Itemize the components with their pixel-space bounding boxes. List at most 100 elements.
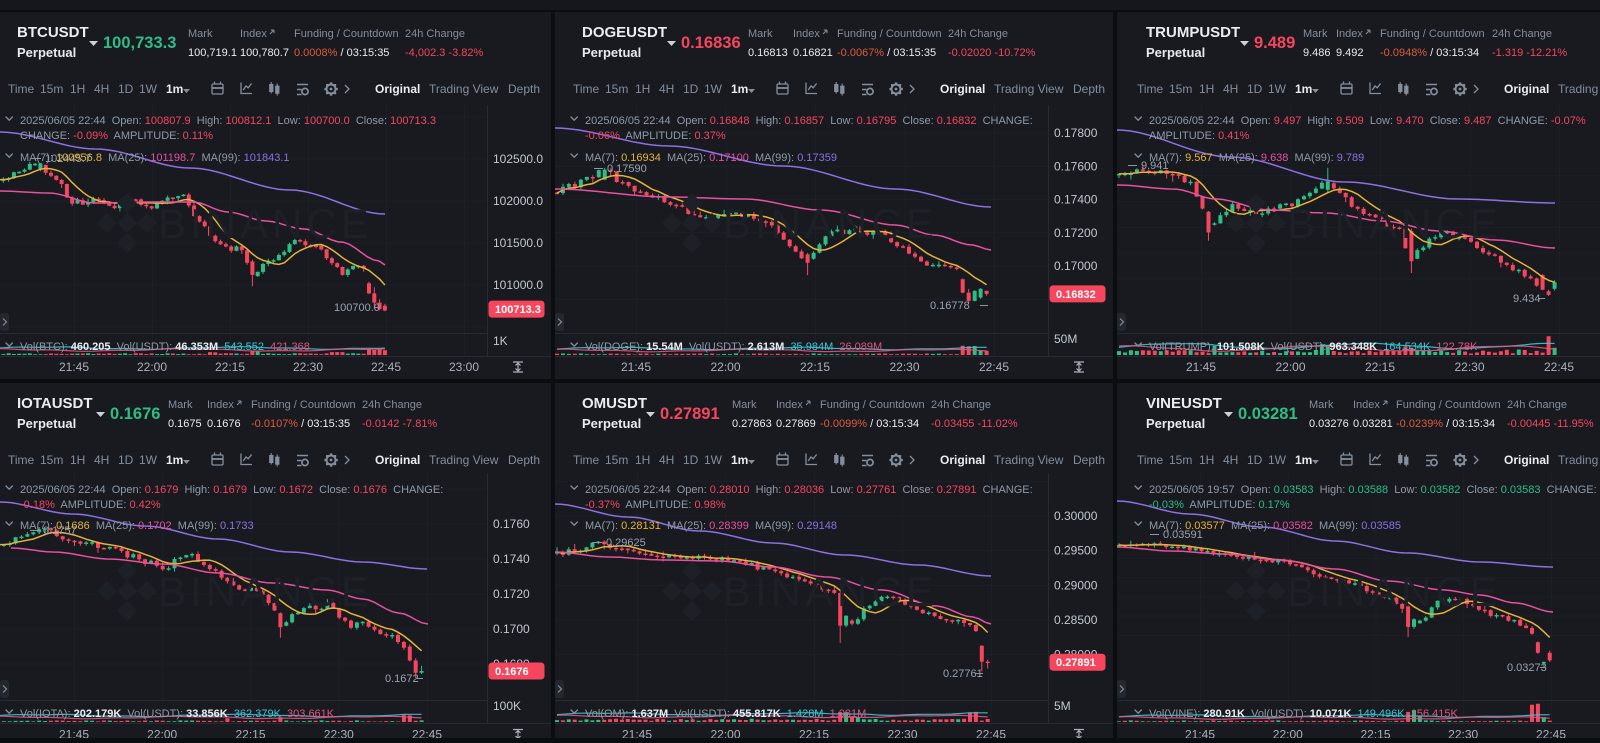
svg-text:Trading View: Trading View [429, 453, 499, 467]
svg-text:0.1675: 0.1675 [168, 418, 202, 430]
svg-text:22:30: 22:30 [293, 360, 323, 374]
svg-text:MA(7): 100956.8 MA(25): 10119: MA(7): 100956.8 MA(25): 101198.7 MA(99):… [20, 152, 290, 164]
svg-text:0.29625: 0.29625 [606, 537, 646, 549]
svg-text:0.29500: 0.29500 [1054, 544, 1098, 558]
svg-text:Time: Time [573, 82, 600, 96]
svg-text:-0.06% AMPLITUDE: 0.37%: -0.06% AMPLITUDE: 0.37% [585, 130, 726, 142]
svg-text:VINEUSDT: VINEUSDT [1146, 395, 1222, 412]
svg-text:22:00: 22:00 [710, 360, 740, 374]
svg-text:Index: Index [240, 28, 267, 40]
svg-text:-0.0239% / 03:15:34: -0.0239% / 03:15:34 [1396, 418, 1495, 430]
svg-text:-0.37% AMPLITUDE: 0.98%: -0.37% AMPLITUDE: 0.98% [585, 499, 726, 511]
svg-text:102445.7: 102445.7 [45, 153, 91, 165]
svg-text:1H: 1H [70, 453, 85, 467]
svg-text:22:15: 22:15 [215, 360, 245, 374]
svg-text:15m: 15m [605, 82, 628, 96]
svg-text:0.17590: 0.17590 [607, 163, 647, 175]
svg-text:1D: 1D [118, 82, 134, 96]
svg-text:Depth: Depth [1073, 82, 1105, 96]
svg-text:0.1700: 0.1700 [493, 622, 530, 636]
svg-text:22:30: 22:30 [1454, 360, 1484, 374]
svg-text:Original: Original [940, 82, 985, 96]
svg-text:0.17000: 0.17000 [1054, 259, 1098, 273]
svg-text:100713.3: 100713.3 [495, 304, 541, 316]
svg-text:22:30: 22:30 [324, 728, 354, 739]
svg-text:1m: 1m [731, 453, 748, 467]
svg-text:MA(7): 0.1686 MA(25): 0.1702: MA(7): 0.1686 MA(25): 0.1702 MA(99): 0.1… [20, 520, 254, 532]
svg-text:DOGEUSDT: DOGEUSDT [582, 24, 667, 41]
svg-text:1W: 1W [704, 453, 723, 467]
svg-text:0.1676: 0.1676 [207, 418, 241, 430]
svg-text:-0.0099% / 03:15:34: -0.0099% / 03:15:34 [820, 418, 919, 430]
svg-text:Index: Index [1353, 399, 1380, 411]
svg-text:0.30000: 0.30000 [1054, 509, 1098, 523]
svg-text:1D: 1D [118, 453, 134, 467]
svg-text:21:45: 21:45 [1186, 360, 1216, 374]
svg-text:-0.0142 -7.81%: -0.0142 -7.81% [362, 418, 437, 430]
svg-text:BINANCE: BINANCE [158, 200, 373, 247]
svg-text:MA(7): 0.28131 MA(25): 0.2839: MA(7): 0.28131 MA(25): 0.28399 MA(99): 0… [585, 520, 837, 532]
svg-text:0.27761: 0.27761 [943, 668, 983, 680]
svg-text:1D: 1D [1247, 82, 1263, 96]
svg-text:Mark: Mark [748, 28, 773, 40]
svg-text:Funding / Countdown: Funding / Countdown [251, 399, 356, 411]
svg-text:1H: 1H [1199, 82, 1214, 96]
svg-text:CHANGE: -0.09% AMPLITUDE: 0.1: CHANGE: -0.09% AMPLITUDE: 0.11% [20, 130, 213, 142]
svg-text:9.434: 9.434 [1513, 293, 1541, 305]
svg-text:4H: 4H [94, 82, 109, 96]
svg-text:1m: 1m [731, 82, 748, 96]
svg-text:0.29000: 0.29000 [1054, 578, 1098, 592]
svg-text:Index: Index [776, 399, 803, 411]
svg-text:-4,002.3 -3.82%: -4,002.3 -3.82% [405, 47, 483, 59]
svg-text:1W: 1W [1268, 82, 1287, 96]
svg-text:2025/06/05 22:44 Open: 0.1679: 2025/06/05 22:44 Open: 0.1679 High: 0.16… [20, 484, 443, 496]
svg-text:Time: Time [573, 453, 600, 467]
svg-text:Time: Time [8, 82, 35, 96]
svg-text:15m: 15m [40, 82, 63, 96]
svg-text:1m: 1m [166, 82, 183, 96]
svg-text:Vol(TRUMP): 101.508K Vol(USDT: Vol(TRUMP): 101.508K Vol(USDT): 963.348K… [1149, 341, 1478, 353]
svg-text:1H: 1H [635, 453, 650, 467]
svg-text:22:00: 22:00 [1273, 728, 1303, 739]
svg-text:1m: 1m [1295, 82, 1312, 96]
svg-text:IOTAUSDT: IOTAUSDT [17, 395, 93, 412]
svg-text:-0.0067% / 03:15:35: -0.0067% / 03:15:35 [837, 47, 936, 59]
svg-text:0.17800: 0.17800 [1054, 126, 1098, 140]
svg-text:-0.0948% / 03:15:34: -0.0948% / 03:15:34 [1380, 47, 1479, 59]
svg-text:2025/06/05 22:44 Open: 0.1684: 2025/06/05 22:44 Open: 0.16848 High: 0.1… [585, 115, 1033, 127]
svg-text:OMUSDT: OMUSDT [582, 395, 647, 412]
svg-text:Mark: Mark [168, 399, 193, 411]
svg-text:0.03281: 0.03281 [1238, 405, 1298, 423]
svg-text:Original: Original [1504, 453, 1549, 467]
svg-text:0.03591: 0.03591 [1163, 529, 1203, 541]
svg-text:1H: 1H [1199, 453, 1214, 467]
svg-text:9.486: 9.486 [1303, 47, 1331, 59]
svg-text:22:15: 22:15 [1360, 728, 1390, 739]
svg-text:22:45: 22:45 [371, 360, 401, 374]
svg-text:22:45: 22:45 [1536, 728, 1566, 739]
svg-text:0.27869: 0.27869 [776, 418, 816, 430]
svg-text:Trading View: Trading View [1558, 453, 1600, 467]
svg-text:0.16821: 0.16821 [793, 47, 833, 59]
svg-text:101000.0: 101000.0 [493, 278, 543, 292]
svg-text:0.1676: 0.1676 [495, 666, 529, 678]
svg-text:9.489: 9.489 [1254, 34, 1295, 52]
svg-text:101500.0: 101500.0 [493, 236, 543, 250]
svg-text:Perpetual: Perpetual [17, 416, 76, 431]
svg-text:1K: 1K [493, 334, 508, 348]
svg-text:1m: 1m [1295, 453, 1312, 467]
svg-text:Vol(VINE): 280.91K Vol(USDT):: Vol(VINE): 280.91K Vol(USDT): 10.071K 14… [1149, 708, 1458, 720]
svg-text:Original: Original [1504, 82, 1549, 96]
svg-text:0.28500: 0.28500 [1054, 613, 1098, 627]
svg-text:Funding / Countdown: Funding / Countdown [820, 399, 925, 411]
svg-text:22:30: 22:30 [1448, 728, 1478, 739]
svg-text:-0.03455 -11.02%: -0.03455 -11.02% [931, 418, 1018, 430]
svg-text:0.16778: 0.16778 [930, 300, 970, 312]
svg-text:Trading View: Trading View [994, 82, 1064, 96]
svg-text:Funding / Countdown: Funding / Countdown [294, 28, 399, 40]
svg-text:Perpetual: Perpetual [1146, 416, 1205, 431]
svg-text:TRUMPUSDT: TRUMPUSDT [1146, 24, 1240, 41]
svg-text:Vol(IOTA): 202.179K Vol(USDT): Vol(IOTA): 202.179K Vol(USDT): 33.856K 3… [20, 708, 335, 720]
svg-text:24h Change: 24h Change [362, 399, 422, 411]
svg-text:0.17200: 0.17200 [1054, 226, 1098, 240]
